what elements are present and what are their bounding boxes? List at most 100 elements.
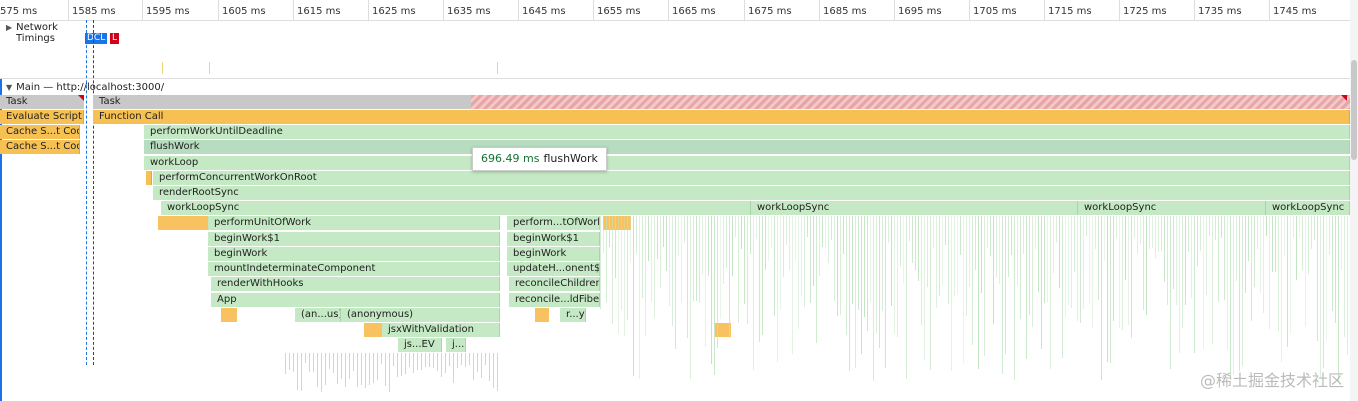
call-sliver [660,216,661,288]
reconcile-child-fibers-bar[interactable]: reconcile...ldFibers [509,293,600,307]
call-sliver [1224,216,1225,300]
task-bar[interactable]: Task [0,95,84,109]
call-sliver [663,216,664,247]
call-sliver [485,353,486,365]
ruler-gridline [218,0,219,20]
call-sliver [699,216,700,303]
call-sliver [930,216,931,370]
scripting-sliver[interactable] [146,171,152,185]
call-sliver [1263,216,1264,313]
work-loop-sync-bar[interactable]: workLoopSync [751,201,1078,215]
call-sliver [1128,216,1129,325]
perform-unit-of-work-bar[interactable]: perform...tOfWork [507,216,600,230]
reconcile-children-bar[interactable]: reconcileChildren [509,277,600,291]
begin-work-bar[interactable]: beginWork [507,247,600,261]
scripting-sliver[interactable] [535,308,549,322]
cache-script-bar[interactable]: Cache S...t Code [0,140,80,154]
work-loop-sync-bar[interactable]: workLoopSync [1266,201,1350,215]
ruler-tick: 1715 ms [1048,6,1092,17]
begin-work-1-bar[interactable]: beginWork$1 [208,232,500,246]
scripting-sliver[interactable] [364,323,382,337]
render-root-sync-bar[interactable]: renderRootSync [153,186,1350,200]
scripting-cluster[interactable] [158,216,208,230]
tooltip-duration: 696.49 ms [481,152,540,165]
call-sliver [945,216,946,245]
call-sliver [687,216,688,338]
app-bar[interactable]: App [211,293,500,307]
timings-label[interactable]: Timings [16,33,55,44]
call-sliver [780,216,781,310]
load-marker[interactable]: L [110,33,120,44]
call-sliver [393,353,394,366]
begin-work-bar[interactable]: beginWork [208,247,500,261]
call-sliver [837,216,838,316]
call-sliver [1125,216,1126,280]
task-bar-long[interactable]: Task [93,95,471,109]
call-sliver [954,216,955,296]
timing-tick [497,62,498,74]
evaluate-script-bar[interactable]: Evaluate Script [0,110,84,124]
mount-indeterminate-component-bar[interactable]: mountIndeterminateComponent [208,262,500,276]
call-sliver [648,216,649,261]
call-sliver [702,216,703,275]
call-sliver [1254,216,1255,287]
call-sliver [1131,216,1132,338]
task-long-overflow[interactable] [471,95,1350,109]
call-sliver [882,216,883,311]
flush-work-bar[interactable]: flushWork [144,140,1350,154]
call-sliver [1086,216,1087,236]
ruler-gridline [819,0,820,20]
call-sliver [1320,216,1321,378]
network-track-toggle[interactable]: ▶ Network [6,22,58,33]
function-call-bar[interactable]: Function Call [93,110,1350,124]
tooltip-name: flushWork [543,152,598,165]
call-sliver [672,216,673,326]
jsx-dev-bar[interactable]: js...EV [398,338,442,352]
call-sliver [321,353,322,392]
call-sliver [1236,216,1237,281]
call-sliver [912,216,913,263]
scripting-cluster[interactable] [603,216,631,230]
scrollbar-thumb[interactable] [1351,60,1357,160]
work-loop-sync-bar[interactable]: workLoopSync [1078,201,1266,215]
ruler-gridline [1119,0,1120,20]
vertical-scrollbar[interactable] [1350,0,1358,401]
begin-work-1-bar[interactable]: beginWork$1 [507,232,600,246]
call-sliver [819,216,820,276]
call-sliver [1134,216,1135,238]
call-sliver [1281,216,1282,362]
call-sliver [939,216,940,296]
perform-concurrent-work-bar[interactable]: performConcurrentWorkOnRoot [153,171,1350,185]
scripting-sliver[interactable] [221,308,237,322]
call-sliver [1092,216,1093,328]
call-sliver [1014,216,1015,380]
anonymous-us-bar[interactable]: (an...us) [295,308,341,322]
j-bar[interactable]: j... [446,338,466,352]
call-sliver [888,216,889,243]
call-sliver [1200,216,1201,251]
call-sliver [621,216,622,310]
dcl-marker[interactable]: DCL [85,33,108,44]
call-sliver [445,353,446,373]
ruler-tick: 1585 ms [72,6,116,17]
render-with-hooks-bar[interactable]: renderWithHooks [211,277,500,291]
perform-work-until-deadline-bar[interactable]: performWorkUntilDeadline [144,125,1350,139]
r-y-bar[interactable]: r...y [560,308,586,322]
call-sliver [1026,216,1027,359]
scripting-sliver[interactable] [715,323,731,337]
call-sliver [693,216,694,301]
call-sliver [861,216,862,354]
jsx-with-validation-bar[interactable]: jsxWithValidation [382,323,500,337]
update-host-component-bar[interactable]: updateH...onent$1 [507,262,600,276]
perform-unit-of-work-bar[interactable]: performUnitOfWork [208,216,500,230]
cache-script-bar[interactable]: Cache S...t Code [0,125,80,139]
call-sliver [732,216,733,276]
call-sliver [600,216,601,309]
call-sliver [1116,216,1117,238]
anonymous-bar[interactable]: (anonymous) [341,308,500,322]
main-track-toggle[interactable]: ▼ Main — http://localhost:3000/ [6,82,164,93]
call-sliver [864,216,865,317]
time-ruler[interactable]: 575 ms 1585 ms 1595 ms 1605 ms 1615 ms 1… [0,0,1350,21]
work-loop-bar[interactable]: workLoop [144,156,1350,170]
work-loop-sync-bar[interactable]: workLoopSync [161,201,751,215]
